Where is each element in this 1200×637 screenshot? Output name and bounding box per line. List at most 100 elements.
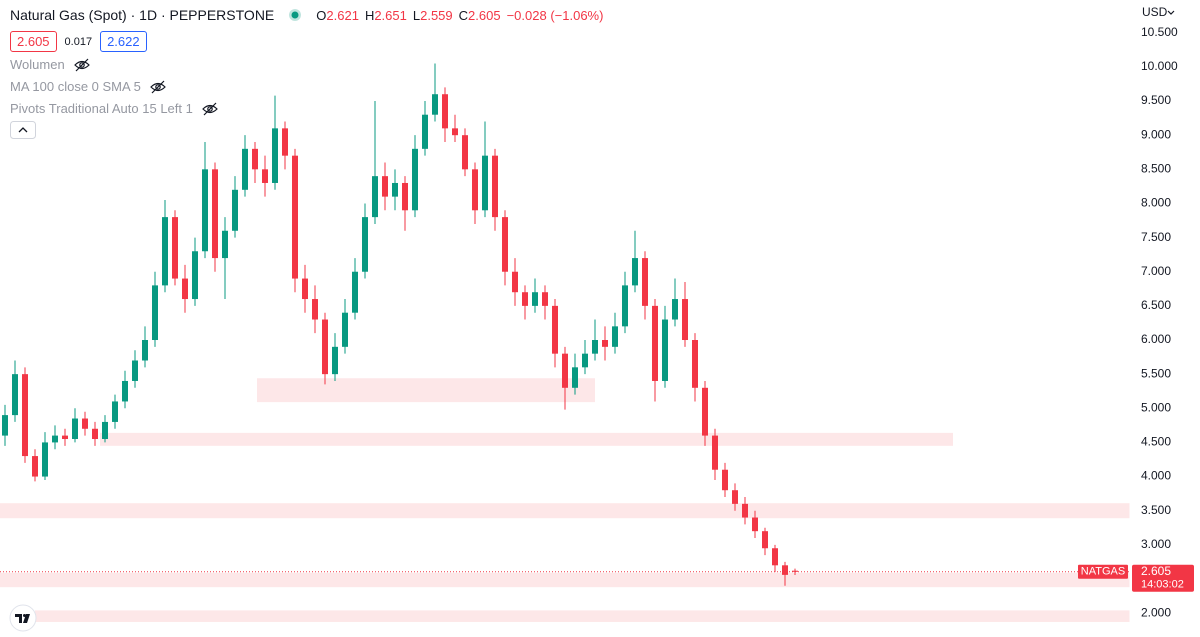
candle-body — [542, 292, 548, 306]
y-tick-label: 8.000 — [1141, 196, 1171, 210]
candle-body — [122, 380, 128, 402]
hidden-icon[interactable] — [149, 80, 167, 94]
candle-body — [22, 374, 28, 457]
symbol-title[interactable]: Natural Gas (Spot) · 1D · PEPPERSTONE — [10, 7, 275, 23]
y-tick-label: 6.000 — [1141, 332, 1171, 346]
y-tick-label: 8.500 — [1141, 161, 1171, 175]
candle-body — [52, 435, 58, 443]
candle-body — [692, 340, 698, 388]
quote: 2.605 0.017 2.622 — [10, 31, 147, 52]
candle-body — [62, 435, 68, 440]
ohlc-key: H — [364, 7, 375, 23]
countdown: 14:03:02 — [1141, 579, 1184, 591]
ohlc-key: L — [412, 7, 421, 23]
symbol-tag-label: NATGAS — [1081, 566, 1125, 578]
candle-body — [552, 305, 558, 354]
candle-body — [282, 128, 288, 156]
candle-body — [522, 292, 528, 306]
y-tick-label: 9.500 — [1141, 93, 1171, 107]
ask[interactable]: 2.622 — [100, 31, 147, 52]
candle-body — [462, 135, 468, 170]
indicator-name: Wolumen — [10, 57, 65, 72]
y-tick-label: 5.000 — [1141, 400, 1171, 414]
candle-body — [312, 299, 318, 320]
hidden-icon[interactable] — [73, 58, 91, 72]
candle-body — [292, 155, 298, 279]
zone — [257, 378, 595, 403]
candle-body — [612, 326, 618, 347]
candle-body — [182, 278, 188, 300]
candle-body — [142, 340, 148, 361]
currency: USD — [1142, 5, 1168, 19]
y-tick-label: 3.500 — [1141, 503, 1171, 517]
candle-body — [82, 418, 88, 429]
y-tick-label: 5.500 — [1141, 366, 1171, 380]
indicator[interactable]: Wolumen — [10, 57, 91, 72]
candle-body — [232, 189, 238, 231]
candle-body — [562, 353, 568, 388]
candle-body — [72, 418, 78, 440]
candle-body — [152, 285, 158, 341]
y-tick-label: 9.000 — [1141, 127, 1171, 141]
y-tick-label: 2.000 — [1141, 605, 1171, 619]
hidden-icon[interactable] — [201, 102, 219, 116]
candle-body — [382, 176, 388, 197]
candle-body — [412, 148, 418, 211]
y-tick-label: 10.500 — [1141, 25, 1178, 39]
candle-body — [632, 258, 638, 286]
candle-body — [272, 128, 278, 183]
indicator[interactable]: MA 100 close 0 SMA 5 — [10, 79, 167, 94]
candle-body — [402, 182, 408, 211]
indicator[interactable]: Pivots Traditional Auto 15 Left 1 — [10, 101, 219, 116]
candle-body — [342, 312, 348, 347]
bid[interactable]: 2.605 — [10, 31, 57, 52]
candle-body — [262, 169, 268, 183]
candle-body — [592, 340, 598, 354]
y-tick-label: 7.000 — [1141, 264, 1171, 278]
candle-body — [622, 285, 628, 327]
zone — [35, 610, 1130, 622]
ohlc-value: 2.559 — [420, 7, 453, 23]
candle-body — [662, 319, 668, 381]
y-tick-label: 3.000 — [1141, 537, 1171, 551]
symbol-tag — [1078, 564, 1128, 579]
candle-body — [302, 278, 308, 300]
candle-body — [112, 401, 118, 422]
candle-body — [512, 271, 518, 293]
candle-body — [12, 374, 18, 416]
ohlc-value: 2.651 — [374, 7, 407, 23]
ohlc-key: C — [458, 7, 469, 23]
candle-body — [712, 435, 718, 470]
y-tick-label: 7.500 — [1141, 230, 1171, 244]
candle-body — [2, 415, 8, 436]
candle-body — [772, 548, 778, 566]
tv-logo[interactable] — [9, 604, 37, 632]
candle-body — [162, 217, 168, 286]
candle-body — [92, 428, 98, 440]
change: −0.028 (−1.06%) — [506, 7, 604, 23]
candle-body — [762, 531, 768, 549]
indicator-name: Pivots Traditional Auto 15 Left 1 — [10, 101, 193, 116]
candle-body — [212, 169, 218, 259]
candle-body — [332, 346, 338, 375]
ohlc-value: 2.621 — [326, 7, 359, 23]
candle-body — [602, 340, 608, 347]
candle-body — [452, 128, 458, 136]
candle-body — [792, 570, 798, 572]
candle-body — [682, 299, 688, 341]
candle-body — [472, 169, 478, 211]
ohlc-key: O — [316, 7, 327, 23]
collapse-button[interactable] — [10, 121, 36, 139]
candle-body — [672, 299, 678, 320]
indicator-name: MA 100 close 0 SMA 5 — [10, 79, 141, 94]
candle-body — [222, 230, 228, 259]
y-tick-label: 4.000 — [1141, 469, 1171, 483]
zone — [0, 503, 1130, 519]
candle-body — [132, 360, 138, 381]
candle-body — [372, 176, 378, 218]
candle-body — [742, 503, 748, 518]
candle-body — [32, 456, 38, 477]
